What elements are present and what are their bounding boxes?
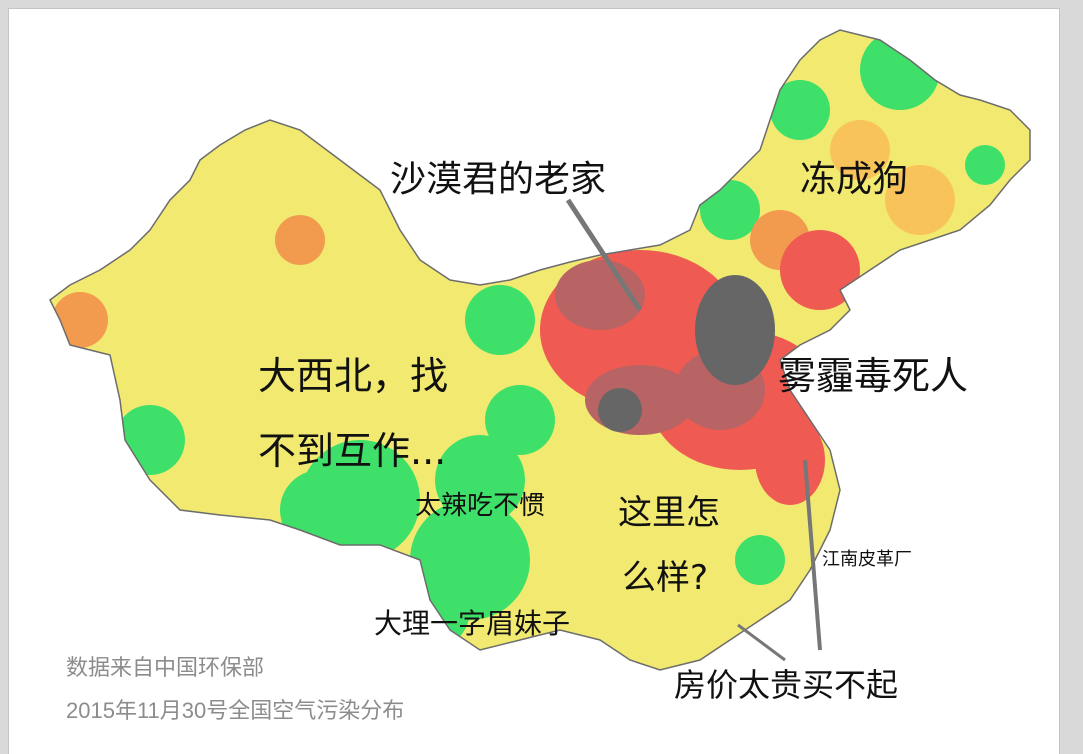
how-here-label-line1: 这里怎 [618,493,720,533]
house-price-label: 房价太贵买不起 [674,666,899,704]
map-date-title: 2015年11月30号全国空气污染分布 [66,698,405,723]
how-here-label-line2: 么样? [622,558,709,598]
data-source-credit: 数据来自中国环保部 [66,655,265,680]
frozen-dog-label: 冻成狗 [800,159,909,200]
northwest-label-line1: 大西北，找 [258,354,449,398]
jiangnan-leather-label: 江南皮革厂 [822,549,912,570]
too-spicy-label: 太辣吃不惯 [415,491,546,521]
desert-home-label: 沙漠君的老家 [390,159,607,200]
smog-label: 雾霾毒死人 [778,354,969,398]
dali-girl-label: 大理一字眉妹子 [374,607,571,640]
northwest-label-line2: 不到互作... [258,429,447,473]
